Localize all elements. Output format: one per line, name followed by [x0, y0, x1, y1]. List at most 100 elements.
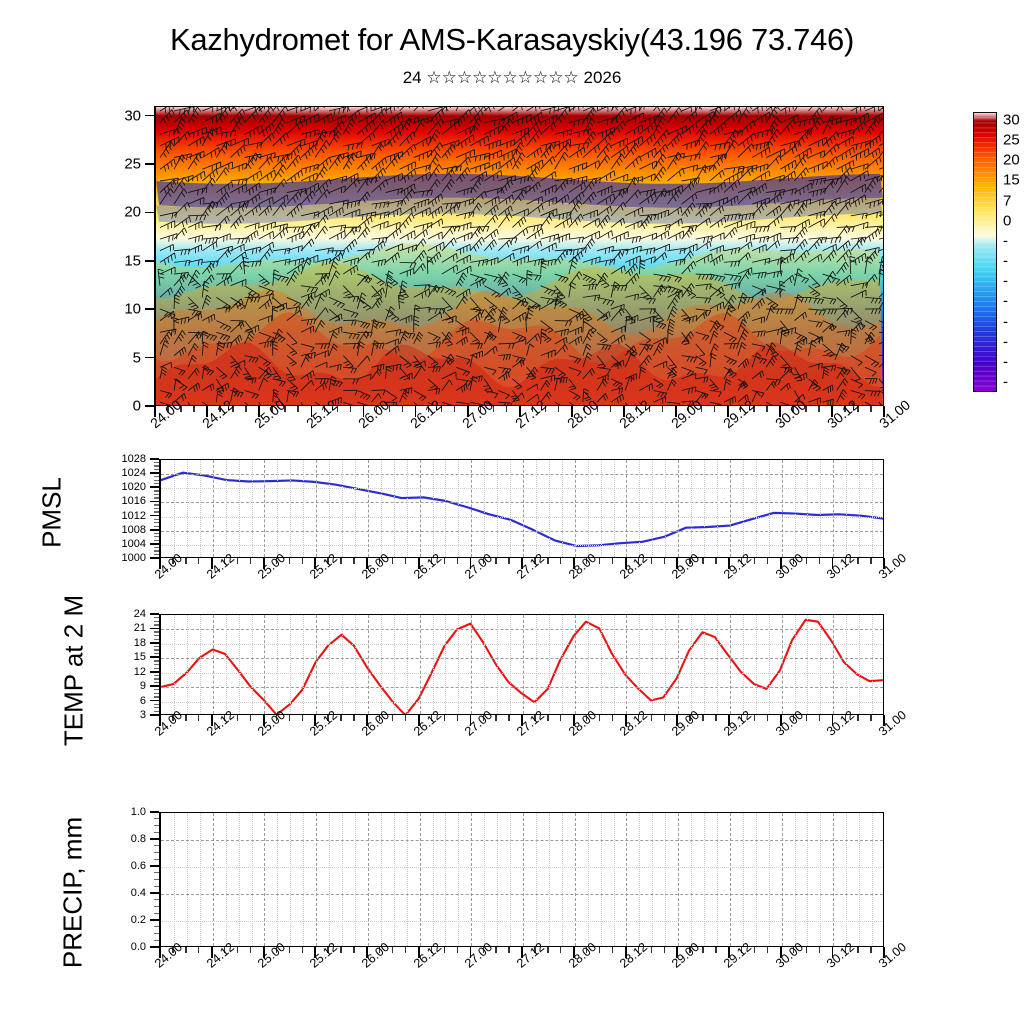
precip-x-tick-mark [314, 947, 317, 958]
precip-x-tick-mark [676, 947, 679, 958]
temp-x-tick-mark [366, 715, 368, 726]
cross-section-y-tick-mark [145, 405, 154, 407]
pmsl-y-minor-tick [154, 539, 159, 542]
pmsl-x-tick-label: 31.00 [876, 550, 909, 582]
cross-section-y-tick-mark [145, 211, 154, 214]
temp-gridline-v [393, 615, 395, 714]
temp-path [161, 618, 883, 714]
cross-section-y-tick-mark [145, 260, 154, 262]
precip-gridline-h [161, 894, 883, 895]
pmsl-x-tick-mark [392, 558, 394, 564]
precip-y-minor-tick [154, 824, 159, 827]
precip-x-tick-label: 24.00 [152, 939, 185, 971]
precip-x-tick-mark [275, 947, 278, 953]
precip-gridline-v [678, 813, 680, 946]
temp-x-tick-mark [741, 715, 743, 721]
temp-y-tick-mark [150, 656, 159, 659]
precip-x-tick-mark [288, 947, 290, 953]
precip-x-tick-label: 31.00 [876, 939, 909, 971]
precip-y-tick-mark [150, 919, 159, 921]
pmsl-x-tick-mark [379, 558, 381, 564]
cross-section-y-tick-label: 15 [124, 252, 141, 270]
cross-section-x-tick-mark [401, 406, 404, 412]
temp-x-tick-mark [275, 715, 278, 721]
temp-gridline-h [161, 672, 883, 674]
cross-section-plot-area [155, 106, 884, 406]
cross-section-x-tick-mark [375, 406, 377, 412]
precip-x-tick-mark [883, 947, 886, 958]
precip-gridline-v [535, 813, 537, 946]
pmsl-y-tick-mark [150, 528, 159, 531]
pmsl-gridline-v [574, 460, 576, 557]
pmsl-gridline-v [781, 460, 783, 557]
temp-gridline-v [820, 615, 822, 714]
precip-x-tick-mark [741, 947, 743, 953]
cross-section-y-tick-label: 10 [124, 300, 141, 318]
temp-x-tick-mark [766, 715, 769, 721]
temp-gridline-v [445, 615, 447, 714]
precip-gridline-v [238, 813, 240, 946]
precip-line-series [161, 813, 883, 947]
precip-y-tick-mark [150, 865, 159, 867]
pmsl-y-minor-tick [154, 518, 159, 520]
temp-x-tick-mark [327, 715, 329, 721]
precip-gridline-v [251, 813, 253, 946]
cross-section-x-tick-mark [427, 406, 430, 412]
precip-x-tick-mark [211, 947, 213, 958]
precip-x-tick-mark [598, 947, 601, 953]
temp-y-minor-tick [154, 678, 159, 680]
temp-x-tick-label: 25.12 [307, 707, 341, 739]
temp-y-tick-mark [150, 670, 159, 673]
temp-gridline-v [872, 615, 874, 714]
pmsl-x-tick-mark [663, 558, 665, 564]
precip-x-tick-mark [417, 947, 420, 958]
precip-gridline-v [794, 813, 796, 946]
pmsl-gridline-v [367, 460, 369, 557]
temp-x-tick-label: 28.12 [617, 707, 651, 739]
precip-x-tick-label: 28.00 [565, 939, 599, 971]
precip-x-tick-mark [236, 947, 239, 953]
pmsl-line-series [161, 471, 883, 548]
precip-y-minor-tick [154, 912, 159, 914]
pmsl-gridline-v [432, 460, 434, 557]
pmsl-gridline-v [613, 460, 615, 557]
pmsl-y-minor-tick [154, 497, 159, 499]
temp-x-tick-mark [314, 715, 317, 726]
temp-y-minor-tick [154, 631, 159, 633]
temp-gridline-v [807, 615, 809, 714]
pmsl-x-tick-mark [314, 558, 317, 569]
temp-x-tick-mark [508, 715, 510, 721]
pmsl-x-tick-mark [456, 558, 459, 564]
precip-x-tick-mark [844, 947, 846, 953]
precip-gridline-h [161, 840, 883, 841]
precip-gridline-v [626, 813, 628, 946]
pmsl-gridline-v [186, 460, 188, 557]
pmsl-path [161, 471, 883, 548]
precip-gridline-v [264, 813, 266, 946]
pmsl-x-tick-mark [805, 558, 808, 564]
temp-x-tick-mark [262, 715, 265, 726]
temp-x-tick-mark [611, 715, 614, 721]
precip-x-tick-mark [573, 947, 575, 958]
pmsl-x-tick-mark [844, 558, 846, 564]
temp-gridline-v [794, 615, 796, 714]
cross-section-x-tick-mark [701, 406, 703, 412]
pmsl-y-tick-label: 1000 [121, 552, 146, 564]
cross-section-x-tick-mark [323, 406, 325, 412]
precip-y-minor-tick [154, 831, 159, 833]
temp-x-tick-label: 24.00 [152, 707, 185, 739]
precip-x-tick-mark [560, 947, 562, 953]
temp-x-tick-mark [624, 715, 627, 726]
pmsl-y-minor-tick [154, 532, 159, 534]
temp-x-tick-mark [870, 715, 872, 721]
precip-y-minor-tick [154, 878, 159, 881]
pmsl-gridline-v [523, 460, 524, 557]
pmsl-gridline-h [161, 474, 883, 476]
colorbar-tick-label: - [1003, 373, 1008, 391]
pmsl-x-tick-mark [624, 558, 627, 569]
precip-y-tick-label: 0.8 [130, 833, 146, 845]
pmsl-x-tick-mark [754, 558, 756, 564]
cross-section-y-tick-mark [145, 356, 154, 359]
pmsl-y-tick-mark [150, 543, 159, 545]
precip-gridline-v [807, 813, 809, 946]
